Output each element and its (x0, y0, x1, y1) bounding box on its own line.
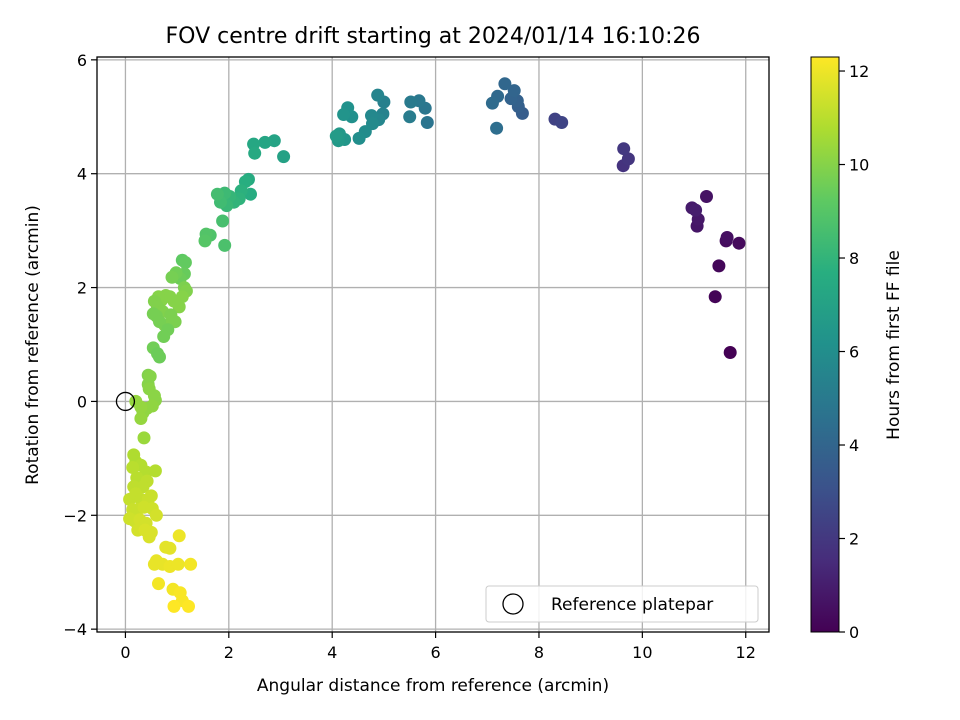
y-tick-label: 6 (77, 51, 87, 70)
data-point (198, 234, 212, 248)
data-point (137, 431, 151, 445)
x-tick-label: 8 (534, 643, 544, 662)
data-point (182, 599, 195, 613)
colorbar-tick-label: 10 (849, 156, 869, 175)
data-point (258, 135, 272, 149)
x-axis-ticks: 0 2 4 6 8 10 12 (120, 632, 756, 662)
data-point (403, 110, 417, 124)
colorbar-label: Hours from first FF file (884, 250, 904, 440)
data-point (708, 290, 722, 304)
x-tick-label: 12 (736, 643, 756, 662)
data-point (167, 599, 181, 613)
data-point (371, 88, 385, 102)
data-point (142, 530, 156, 544)
data-point (157, 330, 171, 343)
data-point (507, 84, 521, 98)
data-point (498, 77, 512, 91)
colorbar-tick-label: 4 (849, 436, 859, 455)
colorbar-ticks: 0 2 4 6 8 10 12 (839, 62, 869, 642)
data-point (329, 129, 343, 143)
y-tick-label: 2 (77, 279, 87, 298)
colorbar-tick-label: 8 (849, 249, 859, 268)
data-point (555, 116, 569, 129)
data-point (485, 96, 499, 110)
data-point (352, 131, 366, 145)
data-point (216, 214, 230, 228)
data-point (129, 394, 143, 408)
y-tick-label: −4 (63, 620, 87, 639)
data-point (689, 203, 703, 217)
plot-frame (96, 56, 770, 633)
colorbar-tick-label: 0 (849, 623, 859, 642)
colorbar-tick-label: 2 (849, 530, 859, 549)
y-tick-label: 0 (77, 392, 87, 411)
data-point (172, 529, 186, 543)
x-tick-label: 10 (632, 643, 652, 662)
data-point (149, 508, 163, 522)
data-point (248, 146, 262, 160)
data-point (147, 557, 161, 571)
y-axis-label: Rotation from reference (arcmin) (23, 205, 43, 485)
data-point (126, 461, 140, 474)
chart-title: FOV centre drift starting at 2024/01/14 … (166, 24, 701, 49)
y-tick-label: 4 (77, 165, 87, 184)
data-point (163, 541, 177, 555)
data-point (171, 557, 185, 571)
data-point (153, 315, 166, 329)
x-tick-label: 0 (120, 643, 130, 662)
reference-marker (115, 391, 136, 412)
x-tick-label: 6 (430, 643, 440, 662)
data-point (337, 108, 351, 121)
data-point (617, 142, 631, 156)
legend: Reference platepar (485, 585, 759, 623)
colorbar-tick-label: 6 (849, 343, 859, 362)
data-point (178, 256, 192, 269)
data-point (712, 259, 726, 273)
y-axis-ticks: −4 −2 0 2 4 6 (63, 51, 97, 639)
data-point (404, 95, 418, 109)
y-tick-label: −2 (63, 506, 87, 525)
x-tick-label: 4 (327, 643, 337, 662)
data-point (218, 238, 232, 252)
legend-label: Reference platepar (551, 595, 713, 615)
data-point (184, 557, 198, 571)
legend-box (485, 585, 759, 623)
data-point (732, 236, 746, 250)
data-point (148, 464, 162, 478)
data-point (420, 116, 434, 129)
colorbar-tick-label: 12 (849, 62, 869, 81)
data-point (153, 350, 166, 364)
x-tick-label: 2 (224, 643, 234, 662)
data-point (152, 577, 165, 591)
data-point (134, 412, 148, 425)
legend-marker (502, 593, 524, 615)
data-point (144, 489, 158, 503)
data-point (490, 121, 504, 135)
scatter-points (123, 77, 746, 613)
x-axis-label: Angular distance from reference (arcmin) (257, 676, 609, 696)
data-point (700, 190, 713, 203)
grid-lines (97, 57, 769, 632)
colorbar (810, 56, 840, 633)
data-point (165, 270, 179, 284)
data-point (277, 150, 291, 164)
data-point (621, 152, 635, 166)
data-point (723, 346, 737, 359)
data-point (720, 231, 734, 244)
data-point (210, 187, 224, 201)
